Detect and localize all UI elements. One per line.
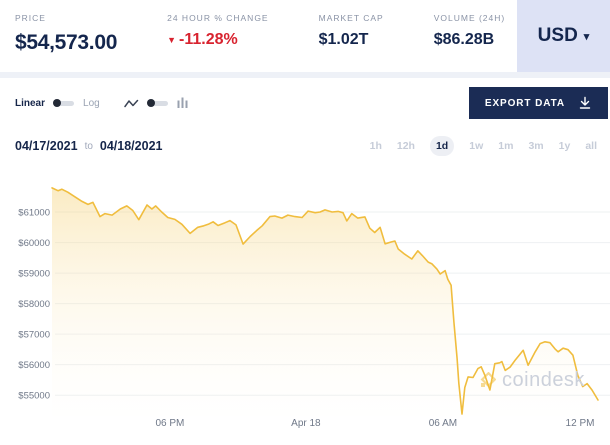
range-preset-1y[interactable]: 1y <box>558 140 571 152</box>
svg-text:$57000: $57000 <box>18 330 50 341</box>
range-row: 04/17/2021 to 04/18/2021 1h 12h 1d 1w 1m… <box>0 133 610 159</box>
end-date[interactable]: 04/18/2021 <box>99 139 163 153</box>
caret-down-icon: ▾ <box>583 30 590 43</box>
chart-type-toggle[interactable] <box>146 99 169 107</box>
price-chart[interactable]: $61000 $60000 $59000 $58000 $57000 $56000 $550… <box>0 165 610 430</box>
range-presets: 1h 12h 1d 1w 1m 3m 1y all <box>370 136 597 156</box>
scale-toggle[interactable] <box>53 99 75 107</box>
linear-label: Linear <box>15 97 46 109</box>
svg-text:$61000: $61000 <box>18 208 50 219</box>
svg-text:06 AM: 06 AM <box>429 418 457 429</box>
svg-text:$56000: $56000 <box>18 360 50 371</box>
toggle-knob <box>146 99 155 107</box>
range-preset-1m[interactable]: 1m <box>498 140 514 152</box>
svg-text:Apr 18: Apr 18 <box>291 418 321 429</box>
start-date[interactable]: 04/17/2021 <box>15 139 78 153</box>
arrow-down-icon: ▼ <box>167 35 177 45</box>
line-chart-icon <box>123 99 138 108</box>
chart-toolbar: Linear Log EXPORT DATA <box>0 87 610 119</box>
svg-text:06 PM: 06 PM <box>155 418 184 429</box>
svg-text:$60000: $60000 <box>18 238 50 249</box>
svg-text:12 PM: 12 PM <box>566 418 595 429</box>
currency-selector[interactable]: USD ▾ <box>517 0 610 72</box>
stat-market-cap: MARKET CAP $1.02T <box>319 13 384 72</box>
volume-label: VOLUME (24H) <box>433 13 506 23</box>
bar-chart-icon <box>177 97 188 108</box>
range-preset-1h[interactable]: 1h <box>369 140 382 152</box>
price-label: PRICE <box>15 13 46 23</box>
header-divider <box>0 72 610 78</box>
stat-price: PRICE $54,573.00 <box>15 13 117 72</box>
chart-area: $61000 $60000 $59000 $58000 $57000 $56000 $550… <box>0 165 610 430</box>
stats-header: PRICE $54,573.00 24 HOUR % CHANGE ▼ -11.2… <box>0 0 610 72</box>
range-preset-1w[interactable]: 1w <box>469 140 484 152</box>
range-preset-1d[interactable]: 1d <box>429 136 455 156</box>
date-range: 04/17/2021 to 04/18/2021 <box>15 139 162 153</box>
export-data-label: EXPORT DATA <box>484 97 565 109</box>
to-label: to <box>84 140 93 152</box>
range-preset-3m[interactable]: 3m <box>528 140 544 152</box>
currency-value: USD <box>537 25 578 46</box>
stat-24h-change: 24 HOUR % CHANGE ▼ -11.28% <box>167 13 269 72</box>
svg-text:$59000: $59000 <box>18 269 50 280</box>
toggle-track <box>149 100 168 106</box>
range-preset-all[interactable]: all <box>585 140 597 152</box>
range-preset-12h[interactable]: 12h <box>396 140 415 152</box>
chart-type-controls <box>123 97 189 109</box>
svg-text:$58000: $58000 <box>18 299 50 310</box>
download-icon <box>579 96 591 109</box>
change-label: 24 HOUR % CHANGE <box>167 13 269 23</box>
toggle-track <box>56 100 75 106</box>
toggle-knob <box>53 99 62 107</box>
stat-volume: VOLUME (24H) $86.28B <box>434 13 506 72</box>
price-value: $54,573.00 <box>15 31 118 54</box>
market-cap-value: $1.02T <box>318 31 369 48</box>
volume-value: $86.28B <box>433 31 495 48</box>
scale-controls: Linear Log <box>15 97 189 109</box>
market-cap-label: MARKET CAP <box>318 13 384 23</box>
change-percent: -11.28% <box>179 31 238 48</box>
log-label: Log <box>83 97 100 109</box>
export-data-button[interactable]: EXPORT DATA <box>468 87 608 119</box>
svg-text:$55000: $55000 <box>18 391 50 402</box>
change-value: ▼ -11.28% <box>167 31 269 49</box>
